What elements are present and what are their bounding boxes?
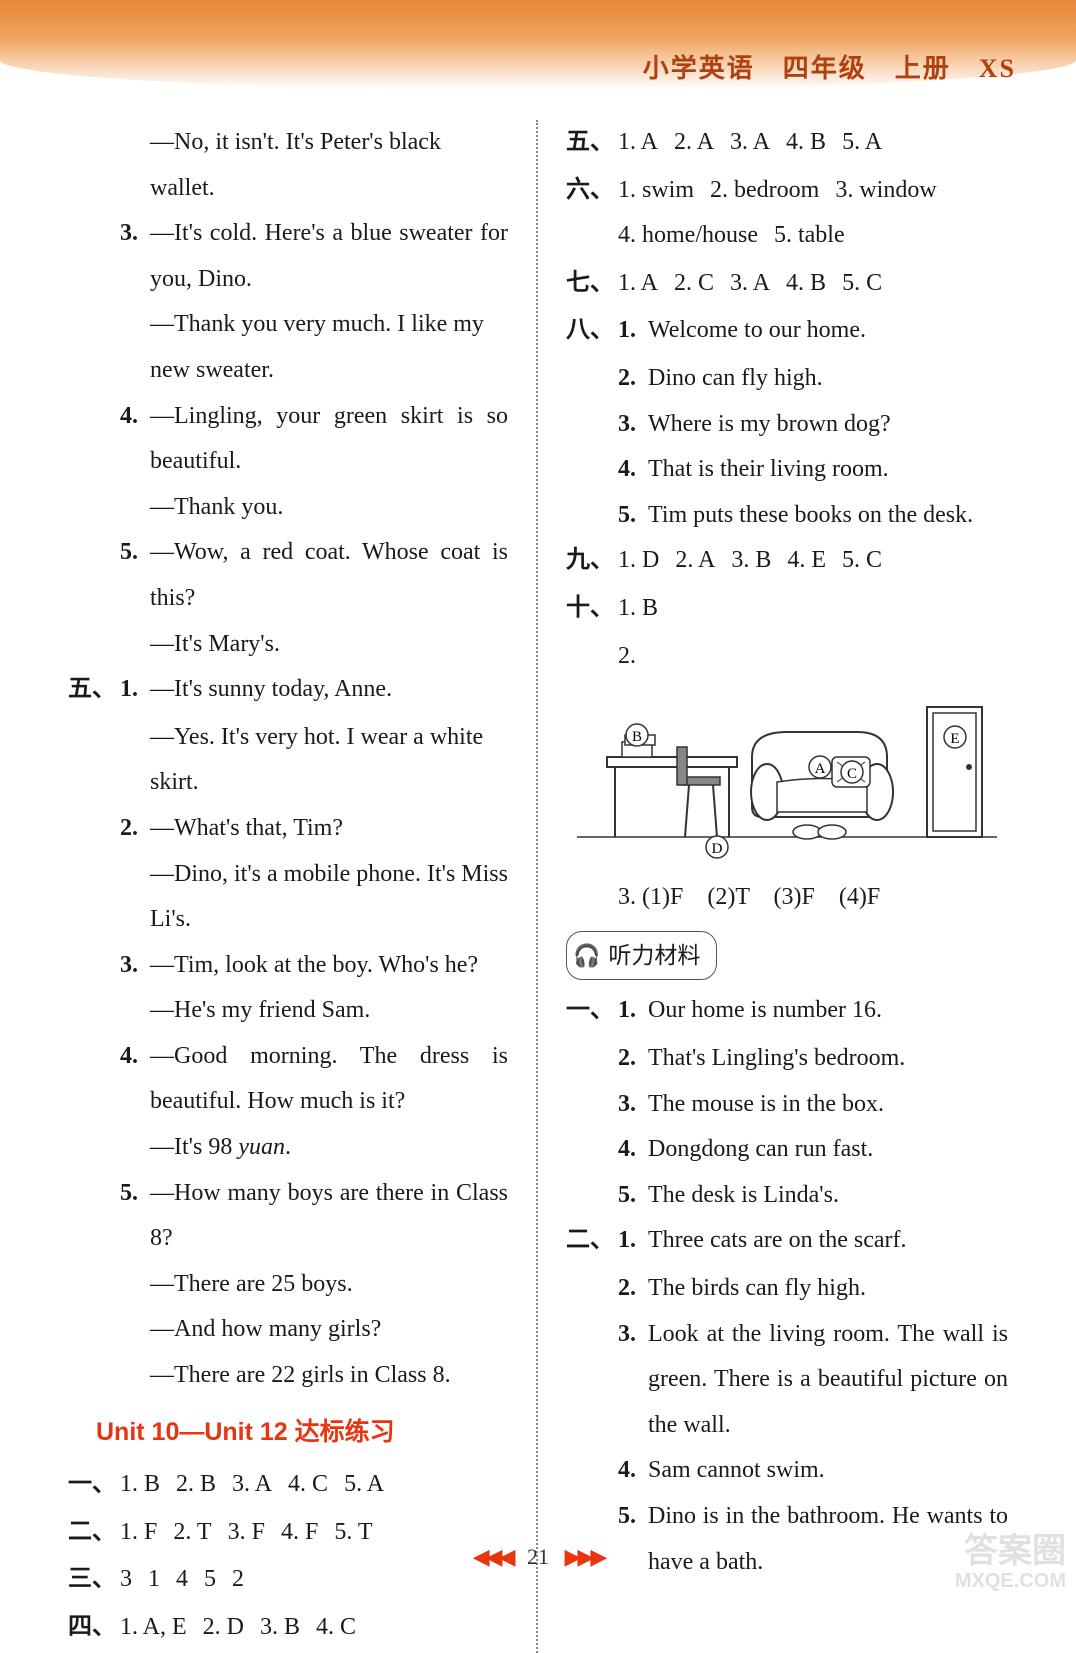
- section-8: 八、1.Welcome to our home.2.Dino can fly h…: [566, 308, 1008, 538]
- section-9: 九、 1. D2. A3. B4. E5. C: [566, 538, 1008, 584]
- headphone-icon: 🎧: [573, 935, 600, 977]
- svg-text:E: E: [950, 731, 959, 747]
- svg-text:C: C: [847, 766, 857, 782]
- svg-text:A: A: [815, 761, 826, 777]
- listening-header: 🎧 听力材料: [566, 931, 717, 981]
- page-content: —No, it isn't. It's Peter's black wallet…: [0, 90, 1076, 1653]
- pre-section: —No, it isn't. It's Peter's black wallet…: [68, 120, 508, 667]
- listening-sections: 一、1.Our home is number 16.2.That's Lingl…: [566, 988, 1008, 1585]
- section-5: 五、1.—It's sunny today, Anne.—Yes. It's v…: [68, 667, 508, 1399]
- answers-top: 五、1. A2. A3. A4. B5. A六、1. swim2. bedroo…: [566, 120, 1008, 306]
- triangle-left-icon: ◀◀◀: [473, 1544, 512, 1569]
- right-column: 五、1. A2. A3. A4. B5. A六、1. swim2. bedroo…: [538, 120, 1026, 1653]
- svg-text:D: D: [712, 841, 723, 857]
- header-text: 小学英语 四年级 上册 XS: [643, 48, 1016, 85]
- page-number: 21: [527, 1544, 549, 1569]
- svg-text:B: B: [632, 729, 642, 745]
- watermark: 答案圈 MXQE.COM: [955, 1533, 1066, 1592]
- left-column: —No, it isn't. It's Peter's black wallet…: [50, 120, 538, 1653]
- header-banner: 小学英语 四年级 上册 XS: [0, 0, 1076, 90]
- room-illustration: E B: [577, 687, 997, 867]
- triangle-right-icon: ▶▶▶: [565, 1544, 604, 1569]
- unit-title: Unit 10—Unit 12 达标练习: [96, 1409, 508, 1457]
- section-10: 十、 1. B 2. E: [566, 586, 1008, 921]
- page-footer: ◀◀◀ 21 ▶▶▶: [0, 1544, 1076, 1570]
